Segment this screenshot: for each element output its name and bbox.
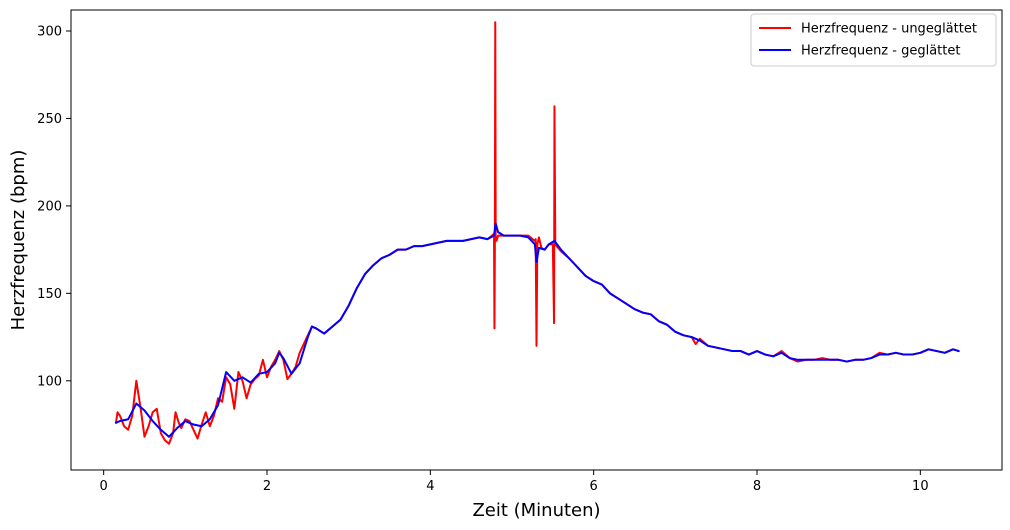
y-axis: 100 150 200 250 300 (37, 24, 71, 389)
x-tick-label: 6 (590, 479, 598, 494)
x-axis: 0 2 4 6 8 10 (100, 470, 929, 494)
x-tick-label: 10 (912, 479, 929, 494)
legend-label-geglaettet: Herzfrequenz - geglättet (801, 44, 960, 59)
y-tick-label: 250 (37, 112, 62, 127)
x-tick-label: 2 (263, 479, 271, 494)
y-tick-label: 300 (37, 24, 62, 39)
legend: Herzfrequenz - ungeglättet Herzfrequenz … (750, 13, 997, 67)
y-tick-label: 150 (37, 287, 62, 302)
series-layer (114, 21, 960, 445)
x-tick-label: 8 (753, 479, 761, 494)
x-tick-label: 0 (100, 479, 108, 494)
legend-box (750, 13, 997, 67)
plot-area-frame (70, 9, 1003, 471)
y-tick-label: 200 (37, 199, 62, 214)
y-axis-title: Herzfrequenz (bpm) (8, 150, 29, 331)
legend-label-ungeglaettet: Herzfrequenz - ungeglättet (801, 22, 977, 37)
x-tick-label: 4 (426, 479, 434, 494)
series-line-1 (114, 222, 960, 438)
x-axis-title: Zeit (Minuten) (472, 500, 600, 521)
y-tick-label: 100 (37, 374, 62, 389)
